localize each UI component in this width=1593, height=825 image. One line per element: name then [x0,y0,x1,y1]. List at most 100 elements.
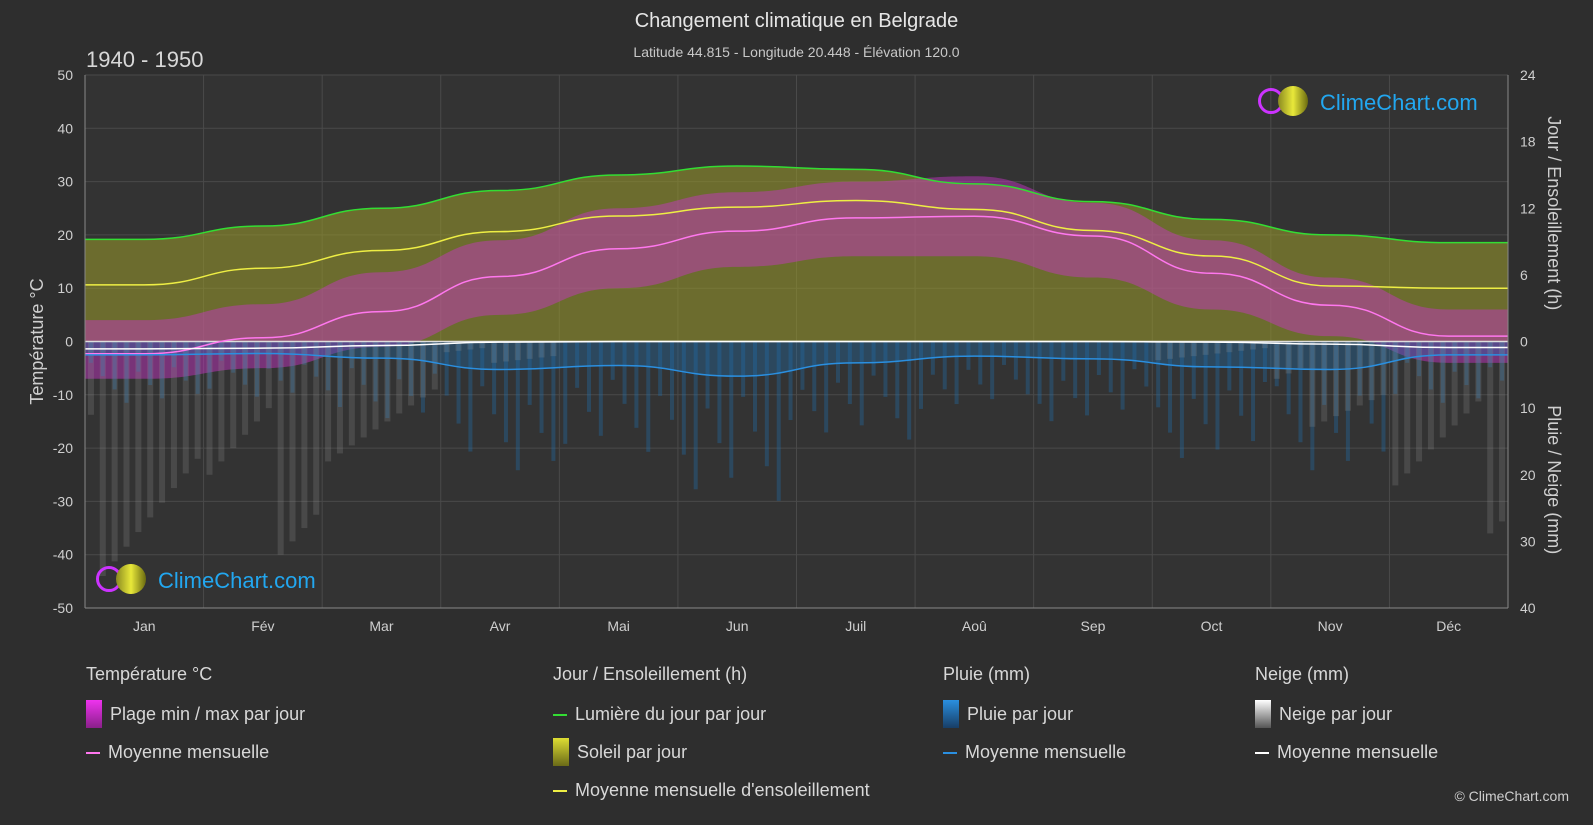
rain-bar [681,341,686,455]
snow-bar [135,341,142,533]
snow-bar [301,341,308,529]
snow-bar [1297,341,1304,369]
snow-bar [526,341,533,359]
rain-bar [1417,341,1422,377]
x-tick-label: Jun [726,618,749,634]
rain-bar [978,341,983,385]
chart-title: Changement climatique en Belgrade [634,10,959,32]
rain-swatch [943,700,959,728]
legend-snow-header: Neige (mm) [1255,664,1350,684]
rain-bar [112,341,117,390]
copyright: © ClimeChart.com [1454,788,1569,804]
snow-bar [396,341,403,414]
rain-bar [800,341,805,390]
rain-bar [456,341,461,424]
y-tick-label-left: 0 [65,334,73,350]
snow-bar [360,341,367,438]
rain-bar [1381,341,1386,452]
snow-bar [1214,341,1221,354]
rain-area [85,341,1508,377]
rain-bar [278,341,283,381]
sunshine-mean-swatch [553,789,567,792]
legend-label: Neige par jour [1279,703,1393,724]
daylight-line [84,165,1508,244]
snow-bar [455,341,462,351]
rain-bar [1037,341,1042,404]
rain-bar [468,341,473,452]
x-tick-label: Avr [490,618,511,634]
snow-bar [514,341,521,361]
snow-bar [1190,341,1197,357]
snow-bar [1368,341,1375,401]
snow-bar [313,341,320,515]
rain-bar [373,341,378,402]
rain-bar [219,341,224,361]
rain-bar [480,341,485,387]
y-axis-title-right-top: Jour / Ensoleillement (h) [1544,116,1564,310]
daylight-swatch [553,713,567,716]
y-tick-label-left: -50 [53,600,73,616]
rain-bar [1322,341,1327,405]
rain-bar [717,341,722,444]
rain-bar [586,341,591,412]
legend-label: Moyenne mensuelle d'ensoleillement [575,780,870,800]
snow-bar [1451,341,1458,426]
snow-bar [1404,341,1411,474]
rain-bar [314,341,319,377]
rain-bar [895,341,900,419]
snow-bar [1439,341,1446,438]
rain-bar [812,341,817,412]
snow-bar [1487,341,1494,534]
legend-rain-mean: Moyenne mensuelle [943,742,1126,763]
snow-bar [1167,341,1174,359]
rain-bar [326,341,331,391]
snow-bar [194,341,201,459]
snow-bar [336,341,343,454]
rain-bar [492,341,497,415]
snow-bar [1392,341,1399,486]
rain-bar [254,341,259,397]
snow-bar [479,341,486,349]
y-tick-label-left: 20 [57,227,73,243]
rain-bar [1025,341,1030,395]
rain-bar [420,341,425,413]
temp-range-swatch [86,700,102,728]
snow-bar [242,341,249,435]
rain-bar [883,341,888,397]
legend-snow-mean: Moyenne mensuelle [1255,742,1438,763]
rain-bar [1013,341,1018,380]
rain-bar [752,341,757,432]
rain-bar [1203,341,1208,425]
legend-rain-header: Pluie (mm) [943,664,1031,684]
rain-bar [741,341,746,397]
period-label: 1940 - 1950 [86,47,204,72]
snow-bar [123,341,130,547]
y-tick-label-left: 40 [57,120,73,136]
temp-range-band [85,176,1508,379]
rain-bar [622,341,627,404]
logo-top[interactable]: ClimeChart.com [1258,86,1478,120]
snow-bar [348,341,355,446]
legend-label: Lumière du jour par jour [575,704,767,724]
x-tick-label: Déc [1436,618,1461,634]
rain-bar [954,341,959,405]
rain-bar [1440,341,1445,403]
logo-bottom[interactable]: ClimeChart.com [96,564,316,598]
snow-bar [170,341,177,489]
rain-bar [539,341,544,433]
y-tick-label-right-hours: 12 [1520,200,1536,216]
rain-bar [859,341,864,426]
rain-bar [1298,341,1303,443]
legend-sunshine: Soleil par jour [553,738,687,766]
rain-bar [1334,341,1339,433]
y-tick-label-right-hours: 18 [1520,134,1536,150]
rain-bar [788,341,793,421]
rain-bar [575,341,580,388]
snow-bar [1309,341,1316,427]
rain-bar [397,341,402,380]
y-tick-label-right-hours: 0 [1520,334,1528,350]
snow-mean-line [84,340,1508,350]
rain-bar [349,341,354,369]
snow-bar [1273,341,1280,379]
rain-bar [1085,341,1090,416]
